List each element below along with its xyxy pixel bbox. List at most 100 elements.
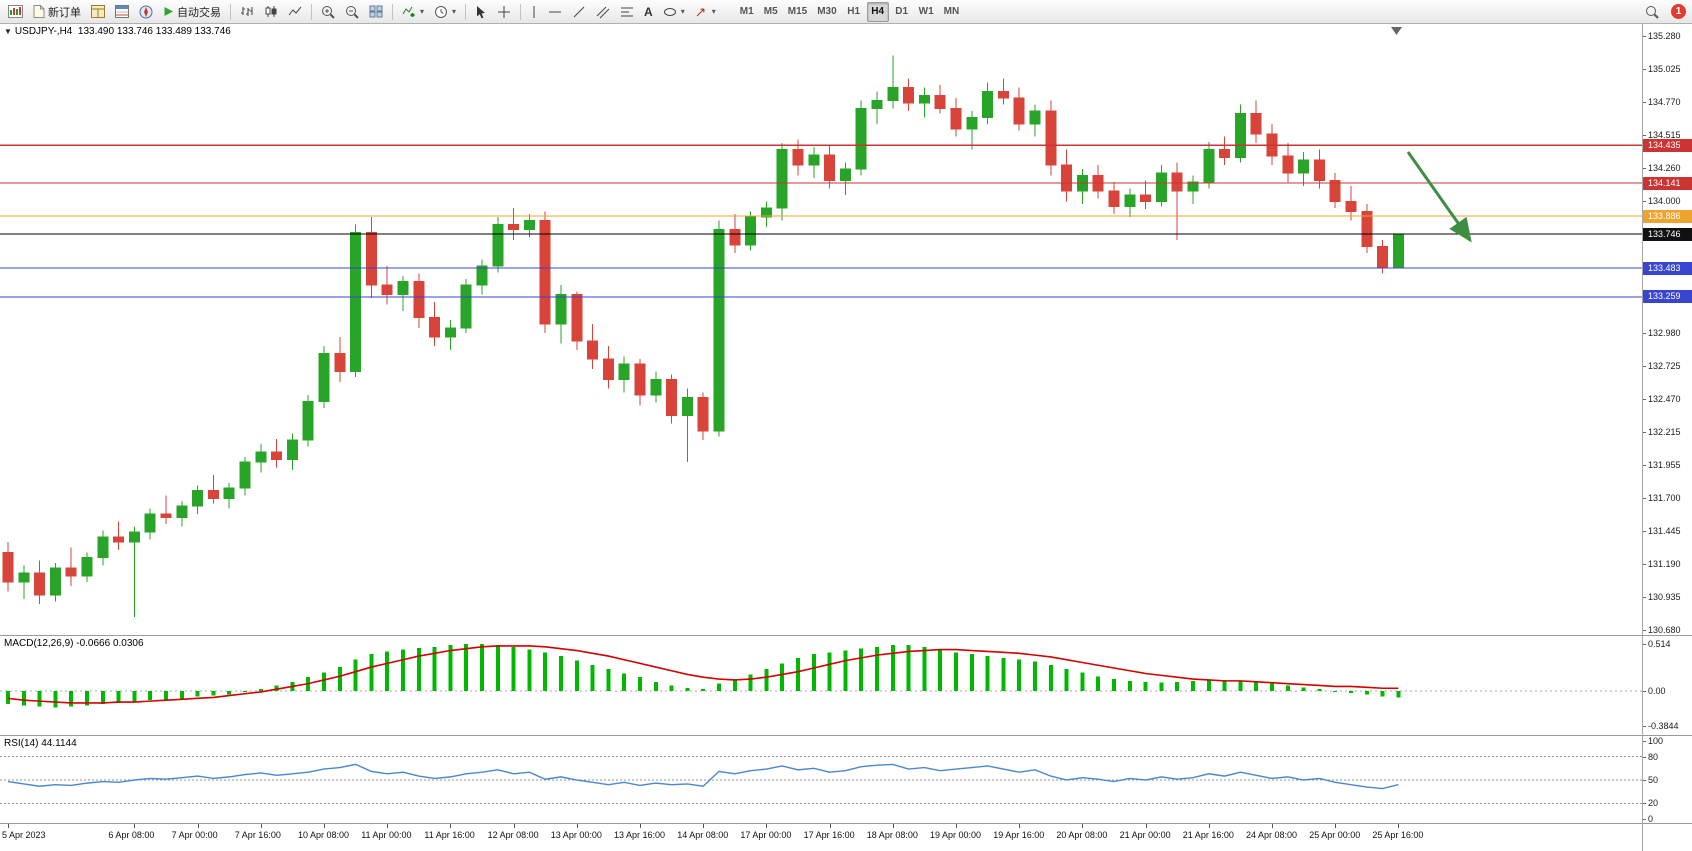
- current-price-tag: 133.746: [1643, 227, 1692, 241]
- rsi-tick: [1643, 756, 1646, 758]
- time-label: 25 Apr 16:00: [1372, 830, 1424, 840]
- time-label: 17 Apr 00:00: [740, 830, 792, 840]
- timeframe-m15-button[interactable]: M15: [784, 2, 811, 22]
- vertical-line-icon: [530, 5, 538, 19]
- rsi-tick-label: 100: [1648, 736, 1664, 746]
- crosshair-button[interactable]: [493, 2, 515, 22]
- rsi-tick: [1643, 741, 1646, 742]
- macd-tick-label: -0.3844: [1648, 721, 1679, 732]
- price-tick-label: 135.280: [1648, 31, 1681, 41]
- rsi-canvas[interactable]: [0, 736, 1642, 823]
- sell-arrow-annotation[interactable]: [1406, 151, 1472, 243]
- panel-divider[interactable]: [0, 823, 1692, 824]
- autotrade-button[interactable]: 自动交易: [159, 2, 225, 22]
- macd-tick: [1643, 691, 1646, 692]
- macd-histogram: [6, 644, 1401, 708]
- time-label: 17 Apr 16:00: [803, 830, 855, 840]
- indicators-button[interactable]: ▾: [398, 2, 428, 22]
- time-tick: [1272, 824, 1273, 828]
- chevron-down-icon: ▾: [452, 7, 457, 16]
- level-lines: [0, 144, 1642, 298]
- price-tick-label: 135.025: [1648, 63, 1681, 74]
- symbol-ohlc-text: USDJPY-,H4 133.490 133.746 133.489 133.7…: [14, 26, 231, 37]
- time-tick: [1082, 824, 1084, 828]
- price-tick: [1643, 630, 1646, 631]
- time-label: 7 Apr 16:00: [234, 830, 281, 840]
- tile-windows-button[interactable]: [365, 2, 387, 22]
- macd-axis[interactable]: 0.514 0.00 -0.3844: [1642, 636, 1692, 735]
- vertical-line-button[interactable]: [526, 2, 542, 22]
- horizontal-line-button[interactable]: [544, 2, 566, 22]
- price-tick: [1643, 68, 1646, 70]
- rsi-tick-label: 50: [1648, 775, 1659, 785]
- time-label: 19 Apr 16:00: [993, 830, 1045, 840]
- price-tick-label: 131.700: [1648, 493, 1681, 504]
- time-tick: [197, 824, 199, 828]
- time-tick: [1398, 824, 1400, 828]
- panel-divider[interactable]: [0, 635, 1692, 636]
- price-tick: [1643, 333, 1646, 334]
- timeframe-m30-button[interactable]: M30: [813, 2, 840, 22]
- shapes-button[interactable]: ▾: [659, 2, 689, 22]
- price-axis[interactable]: 135.280 135.025 134.770 134.515 134.260 134.0…: [1642, 24, 1692, 635]
- rsi-tick: [1643, 780, 1646, 781]
- market-watch-icon: [91, 5, 105, 18]
- timeframe-mn-button[interactable]: MN: [940, 2, 964, 22]
- macd-canvas[interactable]: [0, 636, 1642, 735]
- time-axis[interactable]: 5 Apr 2023 6 Apr 08:00 7 Apr 00:00 7 Apr 16…: [0, 824, 1692, 851]
- new-chart-icon: [8, 5, 23, 18]
- chevron-down-icon: ▾: [711, 7, 716, 16]
- cursor-button[interactable]: [471, 2, 491, 22]
- data-window-button[interactable]: [111, 2, 133, 22]
- toolbar-right-group: 1: [1641, 2, 1688, 22]
- panel-divider[interactable]: [0, 735, 1692, 736]
- macd-tick-label: 0.00: [1648, 686, 1666, 696]
- time-label: 6 Apr 08:00: [108, 830, 155, 840]
- line-chart-button[interactable]: [284, 2, 306, 22]
- timeframe-h4-button[interactable]: H4: [866, 1, 889, 22]
- zoom-out-button[interactable]: [341, 2, 363, 22]
- search-button[interactable]: [1641, 2, 1663, 22]
- candles: [2, 55, 1404, 618]
- timeframe-w1-button[interactable]: W1: [915, 2, 938, 22]
- notification-badge[interactable]: 1: [1671, 4, 1686, 19]
- candlestick-chart-button[interactable]: [260, 2, 282, 22]
- price-tick-label: 131.445: [1648, 526, 1681, 537]
- rsi-axis[interactable]: 100 80 50 20 0: [1642, 736, 1692, 824]
- price-tick-label: 130.680: [1648, 625, 1681, 635]
- zoom-in-button[interactable]: [317, 2, 339, 22]
- zoom-out-icon: [345, 5, 359, 19]
- market-watch-button[interactable]: [87, 2, 109, 22]
- time-tick: [892, 824, 894, 828]
- time-label: 19 Apr 00:00: [930, 830, 982, 840]
- time-tick: [1019, 824, 1021, 828]
- bar-chart-button[interactable]: [236, 2, 258, 22]
- price-tick-label: 132.215: [1648, 426, 1681, 437]
- price-chart-canvas[interactable]: [0, 24, 1642, 635]
- timeframe-d1-button[interactable]: D1: [891, 2, 913, 22]
- price-tick: [1643, 498, 1646, 500]
- line-chart-icon: [288, 5, 302, 18]
- timeframe-h1-button[interactable]: H1: [843, 2, 865, 22]
- price-tick-label: 134.000: [1648, 196, 1681, 207]
- history-button[interactable]: ▾: [430, 2, 460, 22]
- channel-button[interactable]: [592, 2, 614, 22]
- fibonacci-button[interactable]: [616, 2, 638, 22]
- timeframe-m1-button[interactable]: M1: [736, 2, 758, 22]
- new-chart-button[interactable]: [4, 2, 27, 22]
- text-button[interactable]: A: [640, 2, 657, 22]
- arrows-button[interactable]: ▾: [691, 2, 720, 22]
- price-tick: [1643, 134, 1646, 136]
- new-order-button[interactable]: 新订单: [29, 2, 85, 22]
- price-tick-label: 132.470: [1648, 393, 1681, 404]
- chevron-down-icon: ▾: [420, 7, 425, 16]
- timeframe-m5-button[interactable]: M5: [760, 2, 782, 22]
- chart-shift-marker-icon[interactable]: [1391, 27, 1402, 35]
- navigator-button[interactable]: [135, 2, 157, 22]
- trendline-button[interactable]: [568, 2, 590, 22]
- price-tick-label: 132.725: [1648, 360, 1681, 371]
- one-click-trading-icon[interactable]: ▼: [4, 27, 12, 36]
- candlestick-chart-icon: [264, 5, 278, 18]
- crosshair-icon: [497, 5, 511, 19]
